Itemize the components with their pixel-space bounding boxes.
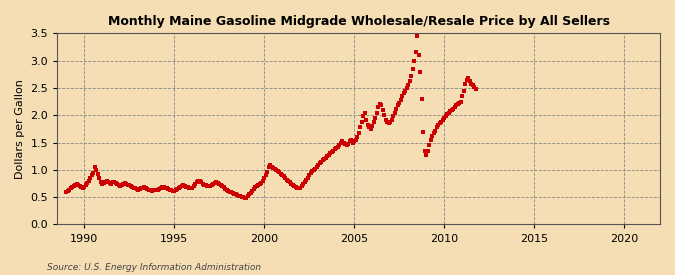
Text: Source: U.S. Energy Information Administration: Source: U.S. Energy Information Administ… [47,263,261,272]
Title: Monthly Maine Gasoline Midgrade Wholesale/Resale Price by All Sellers: Monthly Maine Gasoline Midgrade Wholesal… [108,15,610,28]
Y-axis label: Dollars per Gallon: Dollars per Gallon [15,79,25,179]
